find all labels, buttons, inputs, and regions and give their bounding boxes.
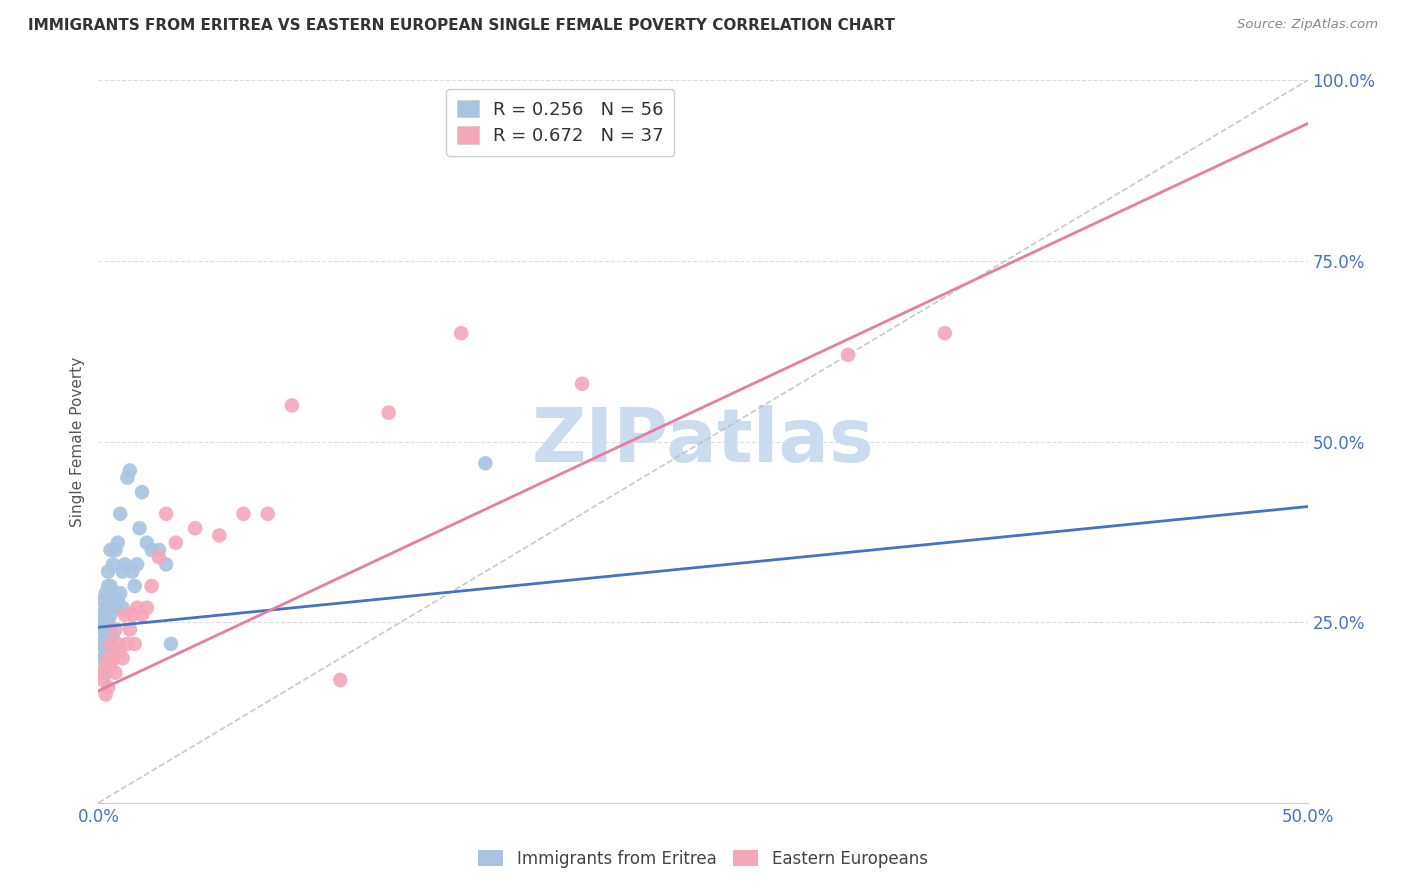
Point: [450, 326, 472, 340]
Point: [94, 658, 117, 673]
Point: [90, 637, 112, 651]
Point: [100, 658, 122, 673]
Point: [474, 456, 496, 470]
Point: [94, 644, 117, 658]
Point: [141, 579, 163, 593]
Point: [232, 507, 254, 521]
Point: [101, 651, 124, 665]
Point: [127, 558, 149, 572]
Point: [107, 637, 129, 651]
Point: [101, 630, 124, 644]
Point: [94, 651, 117, 665]
Legend: R = 0.256   N = 56, R = 0.672   N = 37: R = 0.256 N = 56, R = 0.672 N = 37: [446, 89, 675, 156]
Point: [256, 507, 278, 521]
Point: [329, 673, 352, 687]
Point: [100, 542, 122, 557]
Point: [148, 542, 170, 557]
Text: ZIPatlas: ZIPatlas: [531, 405, 875, 478]
Point: [118, 623, 141, 637]
Text: IMMIGRANTS FROM ERITREA VS EASTERN EUROPEAN SINGLE FEMALE POVERTY CORRELATION CH: IMMIGRANTS FROM ERITREA VS EASTERN EUROP…: [28, 18, 896, 33]
Point: [107, 535, 129, 549]
Point: [97, 615, 120, 630]
Point: [121, 565, 143, 579]
Point: [114, 558, 136, 572]
Point: [131, 607, 153, 622]
Point: [97, 630, 120, 644]
Point: [155, 507, 177, 521]
Y-axis label: Single Female Poverty: Single Female Poverty: [69, 357, 84, 526]
Point: [104, 665, 127, 680]
Point: [117, 470, 139, 484]
Point: [97, 658, 120, 673]
Point: [97, 600, 120, 615]
Point: [94, 687, 117, 701]
Point: [107, 593, 129, 607]
Point: [97, 651, 120, 665]
Point: [90, 665, 112, 680]
Point: [837, 348, 859, 362]
Point: [94, 637, 117, 651]
Point: [94, 630, 117, 644]
Point: [108, 507, 131, 521]
Point: [208, 528, 231, 542]
Point: [135, 535, 157, 549]
Point: [104, 600, 127, 615]
Point: [97, 579, 120, 593]
Point: [184, 521, 207, 535]
Point: [97, 680, 120, 694]
Point: [100, 637, 122, 651]
Point: [117, 637, 139, 651]
Point: [934, 326, 956, 340]
Point: [101, 558, 124, 572]
Point: [114, 607, 136, 622]
Point: [94, 600, 117, 615]
Point: [100, 593, 122, 607]
Point: [124, 637, 146, 651]
Point: [111, 600, 134, 615]
Point: [91, 651, 114, 665]
Point: [111, 651, 134, 665]
Point: [135, 600, 157, 615]
Point: [90, 607, 112, 622]
Point: [104, 542, 127, 557]
Point: [91, 637, 114, 651]
Point: [100, 637, 122, 651]
Point: [131, 485, 153, 500]
Point: [91, 623, 114, 637]
Point: [118, 463, 141, 477]
Point: [91, 615, 114, 630]
Point: [148, 550, 170, 565]
Point: [94, 586, 117, 600]
Point: [104, 623, 127, 637]
Point: [97, 644, 120, 658]
Text: Source: ZipAtlas.com: Source: ZipAtlas.com: [1237, 18, 1378, 31]
Point: [160, 637, 183, 651]
Point: [97, 565, 120, 579]
Point: [111, 565, 134, 579]
Point: [94, 615, 117, 630]
Point: [377, 406, 399, 420]
Point: [101, 593, 124, 607]
Point: [94, 665, 117, 680]
Point: [281, 398, 304, 412]
Point: [90, 623, 112, 637]
Point: [165, 535, 187, 549]
Point: [124, 579, 146, 593]
Point: [100, 623, 122, 637]
Point: [121, 607, 143, 622]
Legend: Immigrants from Eritrea, Eastern Europeans: Immigrants from Eritrea, Eastern Europea…: [472, 844, 934, 875]
Point: [108, 644, 131, 658]
Point: [91, 673, 114, 687]
Point: [141, 542, 163, 557]
Point: [128, 521, 150, 535]
Point: [94, 623, 117, 637]
Point: [100, 579, 122, 593]
Point: [155, 558, 177, 572]
Point: [571, 376, 593, 391]
Point: [91, 593, 114, 607]
Point: [100, 651, 122, 665]
Point: [127, 600, 149, 615]
Point: [108, 586, 131, 600]
Point: [100, 607, 122, 622]
